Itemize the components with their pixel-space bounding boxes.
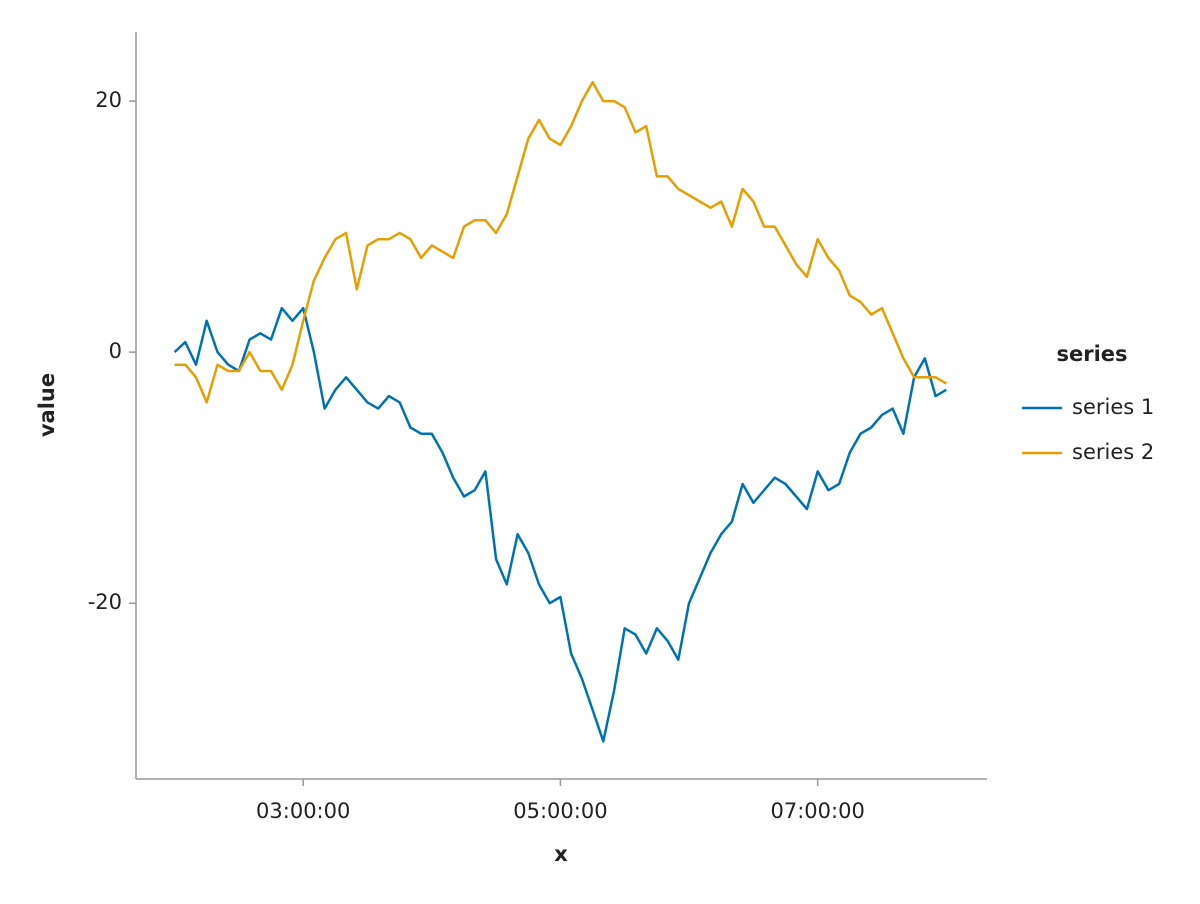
line-series: [174, 80, 947, 404]
y-tick-label: 0: [109, 339, 122, 363]
legend-label: series 2: [1072, 440, 1154, 464]
y-axis-label: value: [35, 373, 59, 437]
x-tick-label: 03:00:00: [256, 799, 350, 823]
y-tick-label: 20: [95, 88, 122, 112]
x-tick-label: 07:00:00: [770, 799, 864, 823]
legend-label: series 1: [1072, 395, 1154, 419]
x-axis-label: x: [554, 842, 568, 866]
legend-title: series: [1056, 342, 1127, 366]
line-series: [173, 306, 947, 743]
y-tick-label: -20: [88, 590, 122, 614]
x-tick-label: 05:00:00: [513, 799, 607, 823]
